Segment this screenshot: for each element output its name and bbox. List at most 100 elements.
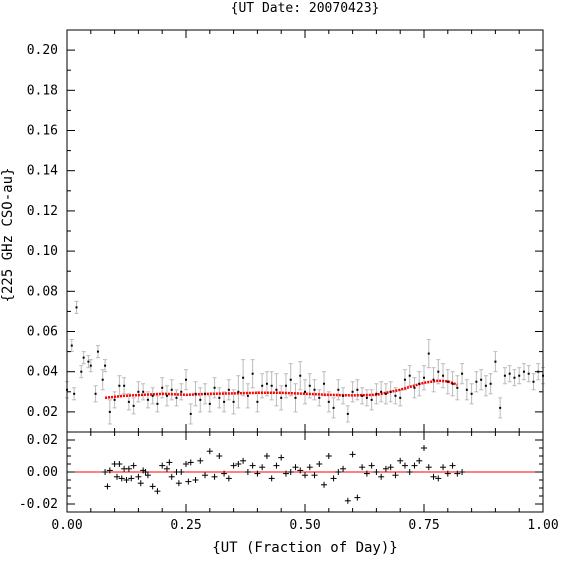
residual-point <box>382 465 389 472</box>
residual-point <box>459 469 466 475</box>
data-point <box>146 398 149 401</box>
x-tick-label: 0.00 <box>51 518 82 533</box>
residual-point <box>330 475 337 482</box>
data-point <box>73 392 76 395</box>
data-point <box>87 360 90 363</box>
data-point <box>127 400 130 403</box>
residual-point <box>166 459 173 466</box>
residual-point <box>137 480 144 487</box>
residual-point <box>185 478 192 485</box>
residual-point <box>102 469 109 475</box>
residual-point <box>225 475 232 482</box>
data-point <box>418 382 421 385</box>
data-point <box>313 388 316 391</box>
data-point <box>408 374 411 377</box>
data-point <box>223 400 226 403</box>
data-point <box>208 402 211 405</box>
residual-point <box>325 453 332 459</box>
data-point <box>94 392 97 395</box>
residual-point <box>373 469 380 475</box>
data-point <box>394 394 397 397</box>
residual-point <box>344 497 351 504</box>
data-point <box>151 394 154 397</box>
data-point <box>432 378 435 381</box>
residual-point <box>254 470 261 477</box>
data-point <box>361 394 364 397</box>
data-point <box>461 372 464 375</box>
data-point <box>299 374 302 377</box>
data-point <box>161 386 164 389</box>
residual-point <box>278 454 285 461</box>
data-point <box>337 388 340 391</box>
residual-point <box>202 472 209 479</box>
residual-point <box>363 470 370 477</box>
data-point <box>175 396 178 399</box>
residual-point <box>144 472 151 479</box>
y-axis-label: {225 GHz CSO-au} <box>0 168 16 303</box>
data-point <box>261 384 264 387</box>
data-point <box>237 390 240 393</box>
data-point <box>304 390 306 393</box>
data-point <box>75 306 78 309</box>
data-point <box>108 410 111 413</box>
residual-point <box>316 461 323 467</box>
fit-curve <box>104 379 458 400</box>
data-point <box>113 398 116 401</box>
data-point <box>494 360 497 363</box>
x-tick-label: 1.00 <box>527 518 558 533</box>
data-point <box>308 384 311 387</box>
data-point <box>332 406 335 409</box>
residual-point <box>192 477 199 483</box>
y-tick-label: 0.18 <box>27 83 58 98</box>
data-point <box>480 378 483 381</box>
data-point <box>484 384 487 387</box>
data-point <box>70 344 73 347</box>
data-point <box>185 378 187 381</box>
residual-point <box>116 461 123 467</box>
residual-point <box>449 462 456 469</box>
x-tick-label: 0.50 <box>289 518 320 533</box>
data-point <box>446 380 449 383</box>
residual-point <box>230 462 237 469</box>
residual-point <box>130 462 137 469</box>
y-tick-label: 0.12 <box>27 204 58 219</box>
residual-point <box>340 465 347 472</box>
residual-point <box>263 453 270 459</box>
residual-points <box>102 445 466 504</box>
residual-point <box>163 465 170 472</box>
data-point <box>142 390 145 393</box>
residual-point <box>197 457 204 464</box>
main-points <box>66 306 544 415</box>
residual-point <box>221 470 228 477</box>
residual-point <box>159 462 166 469</box>
residual-point <box>292 464 299 471</box>
residual-point <box>297 467 304 474</box>
data-point <box>375 392 378 395</box>
data-point <box>532 380 535 383</box>
data-point <box>365 396 368 399</box>
data-point <box>318 396 321 399</box>
data-point <box>351 390 354 393</box>
residual-point <box>401 462 408 469</box>
data-point <box>370 398 373 401</box>
residual-point <box>306 464 313 471</box>
residual-point <box>259 464 266 471</box>
x-tick-label: 0.25 <box>170 518 201 533</box>
chart-title: {UT Date: 20070423} <box>231 1 380 16</box>
residual-point <box>240 457 247 464</box>
data-point <box>522 370 525 373</box>
data-point <box>470 392 473 395</box>
data-point <box>218 396 221 399</box>
residual-point <box>421 445 427 451</box>
tick-labels: 0.00 0.25 0.50 0.75 1.00 0.02 0.04 0.06 0.08 0.10… <box>19 43 559 533</box>
data-point <box>437 370 440 373</box>
data-point <box>251 372 254 375</box>
data-point <box>465 388 468 391</box>
data-point <box>499 406 502 409</box>
data-point <box>342 394 345 397</box>
residual-point <box>354 494 361 501</box>
residual-point <box>349 451 356 458</box>
residual-point <box>249 462 256 469</box>
data-point <box>123 384 126 387</box>
